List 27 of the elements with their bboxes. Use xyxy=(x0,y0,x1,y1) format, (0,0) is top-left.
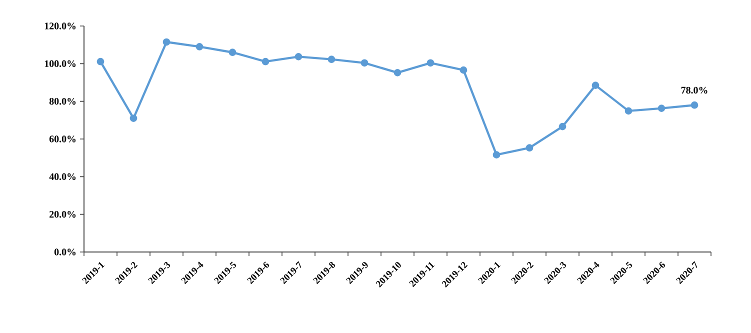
y-tick-label: 80.0% xyxy=(49,98,76,105)
point xyxy=(262,58,270,66)
point xyxy=(690,101,698,109)
y-tick-label: 40.0% xyxy=(49,173,76,180)
point xyxy=(394,69,402,76)
point xyxy=(228,48,236,56)
point xyxy=(96,58,104,66)
point xyxy=(426,59,434,67)
point xyxy=(294,53,302,60)
point xyxy=(658,104,666,112)
y-tick-label: 0.0% xyxy=(54,248,76,256)
point xyxy=(492,151,500,158)
point xyxy=(130,114,138,122)
point xyxy=(592,82,600,90)
point xyxy=(460,66,468,74)
point xyxy=(162,38,170,46)
point xyxy=(328,56,336,64)
point xyxy=(360,59,368,67)
y-tick-label: 100.0% xyxy=(44,60,76,68)
y-tick-label: 20.0% xyxy=(50,210,76,218)
point xyxy=(624,107,632,115)
point xyxy=(558,122,566,130)
y-tick-label: 60.0% xyxy=(49,136,76,142)
point xyxy=(526,144,534,152)
y-tick-label: 120.0% xyxy=(44,22,76,30)
point xyxy=(196,43,204,50)
data-label: 78.0% xyxy=(681,86,708,94)
